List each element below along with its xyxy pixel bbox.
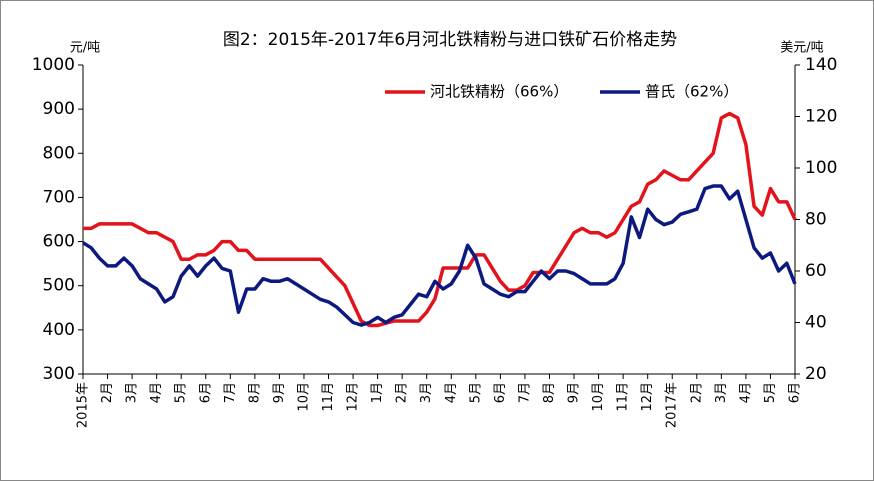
x-tick-label: 12月 <box>640 382 655 412</box>
y-tick-label: 1000 <box>32 55 75 75</box>
x-tick-label: 10月 <box>296 382 311 412</box>
x-tick-label: 2月 <box>689 382 704 403</box>
y2-tick-label: 120 <box>805 107 837 127</box>
y-tick-label: 600 <box>43 232 75 252</box>
x-tick-label: 6月 <box>788 382 803 403</box>
y-tick-label: 900 <box>43 99 75 119</box>
y-tick-label: 500 <box>43 276 75 296</box>
y2-tick-label: 80 <box>805 210 827 230</box>
x-tick-label: 2015年 <box>76 382 91 428</box>
x-tick-label: 3月 <box>125 382 140 403</box>
x-tick-label: 2月 <box>100 382 115 403</box>
x-tick-label: 12月 <box>346 382 361 412</box>
x-tick-label: 7月 <box>517 382 532 403</box>
x-tick-label: 9月 <box>567 382 582 403</box>
y2-axis-label: 美元/吨 <box>780 41 823 56</box>
y-tick-label: 700 <box>43 187 75 207</box>
x-tick-label: 4月 <box>738 382 753 403</box>
y-tick-label: 800 <box>43 143 75 163</box>
x-tick-label: 2月 <box>395 382 410 403</box>
y2-tick-label: 40 <box>805 313 827 333</box>
legend-label: 普氏（62%） <box>645 83 738 101</box>
series-line <box>82 184 797 327</box>
x-tick-label: 5月 <box>763 382 778 403</box>
x-tick-label: 7月 <box>223 382 238 403</box>
x-tick-label: 10月 <box>591 382 606 412</box>
x-tick-label: 4月 <box>149 382 164 403</box>
y2-tick-label: 20 <box>805 364 827 384</box>
x-tick-label: 11月 <box>321 382 336 412</box>
x-tick-label: 5月 <box>174 382 189 403</box>
x-tick-label: 1月 <box>370 382 385 403</box>
x-tick-label: 6月 <box>493 382 508 403</box>
x-tick-label: 6月 <box>198 382 213 403</box>
y-tick-label: 400 <box>43 320 75 340</box>
x-tick-label: 3月 <box>714 382 729 403</box>
y2-tick-label: 60 <box>805 261 827 281</box>
x-tick-label: 5月 <box>468 382 483 403</box>
x-tick-label: 3月 <box>419 382 434 403</box>
x-tick-label: 2017年 <box>665 382 680 428</box>
y2-tick-label: 100 <box>805 158 837 178</box>
x-tick-label: 9月 <box>272 382 287 403</box>
y2-tick-label: 140 <box>805 55 837 75</box>
chart-title: 图2：2015年-2017年6月河北铁精粉与进口铁矿石价格走势 <box>223 30 677 50</box>
x-tick-label: 11月 <box>616 382 631 412</box>
y-tick-label: 300 <box>43 364 75 384</box>
x-tick-label: 8月 <box>542 382 557 403</box>
x-tick-label: 8月 <box>247 382 262 403</box>
x-tick-label: 4月 <box>444 382 459 403</box>
y-axis-label: 元/吨 <box>70 41 100 56</box>
legend-label: 河北铁精粉（66%） <box>430 83 568 101</box>
